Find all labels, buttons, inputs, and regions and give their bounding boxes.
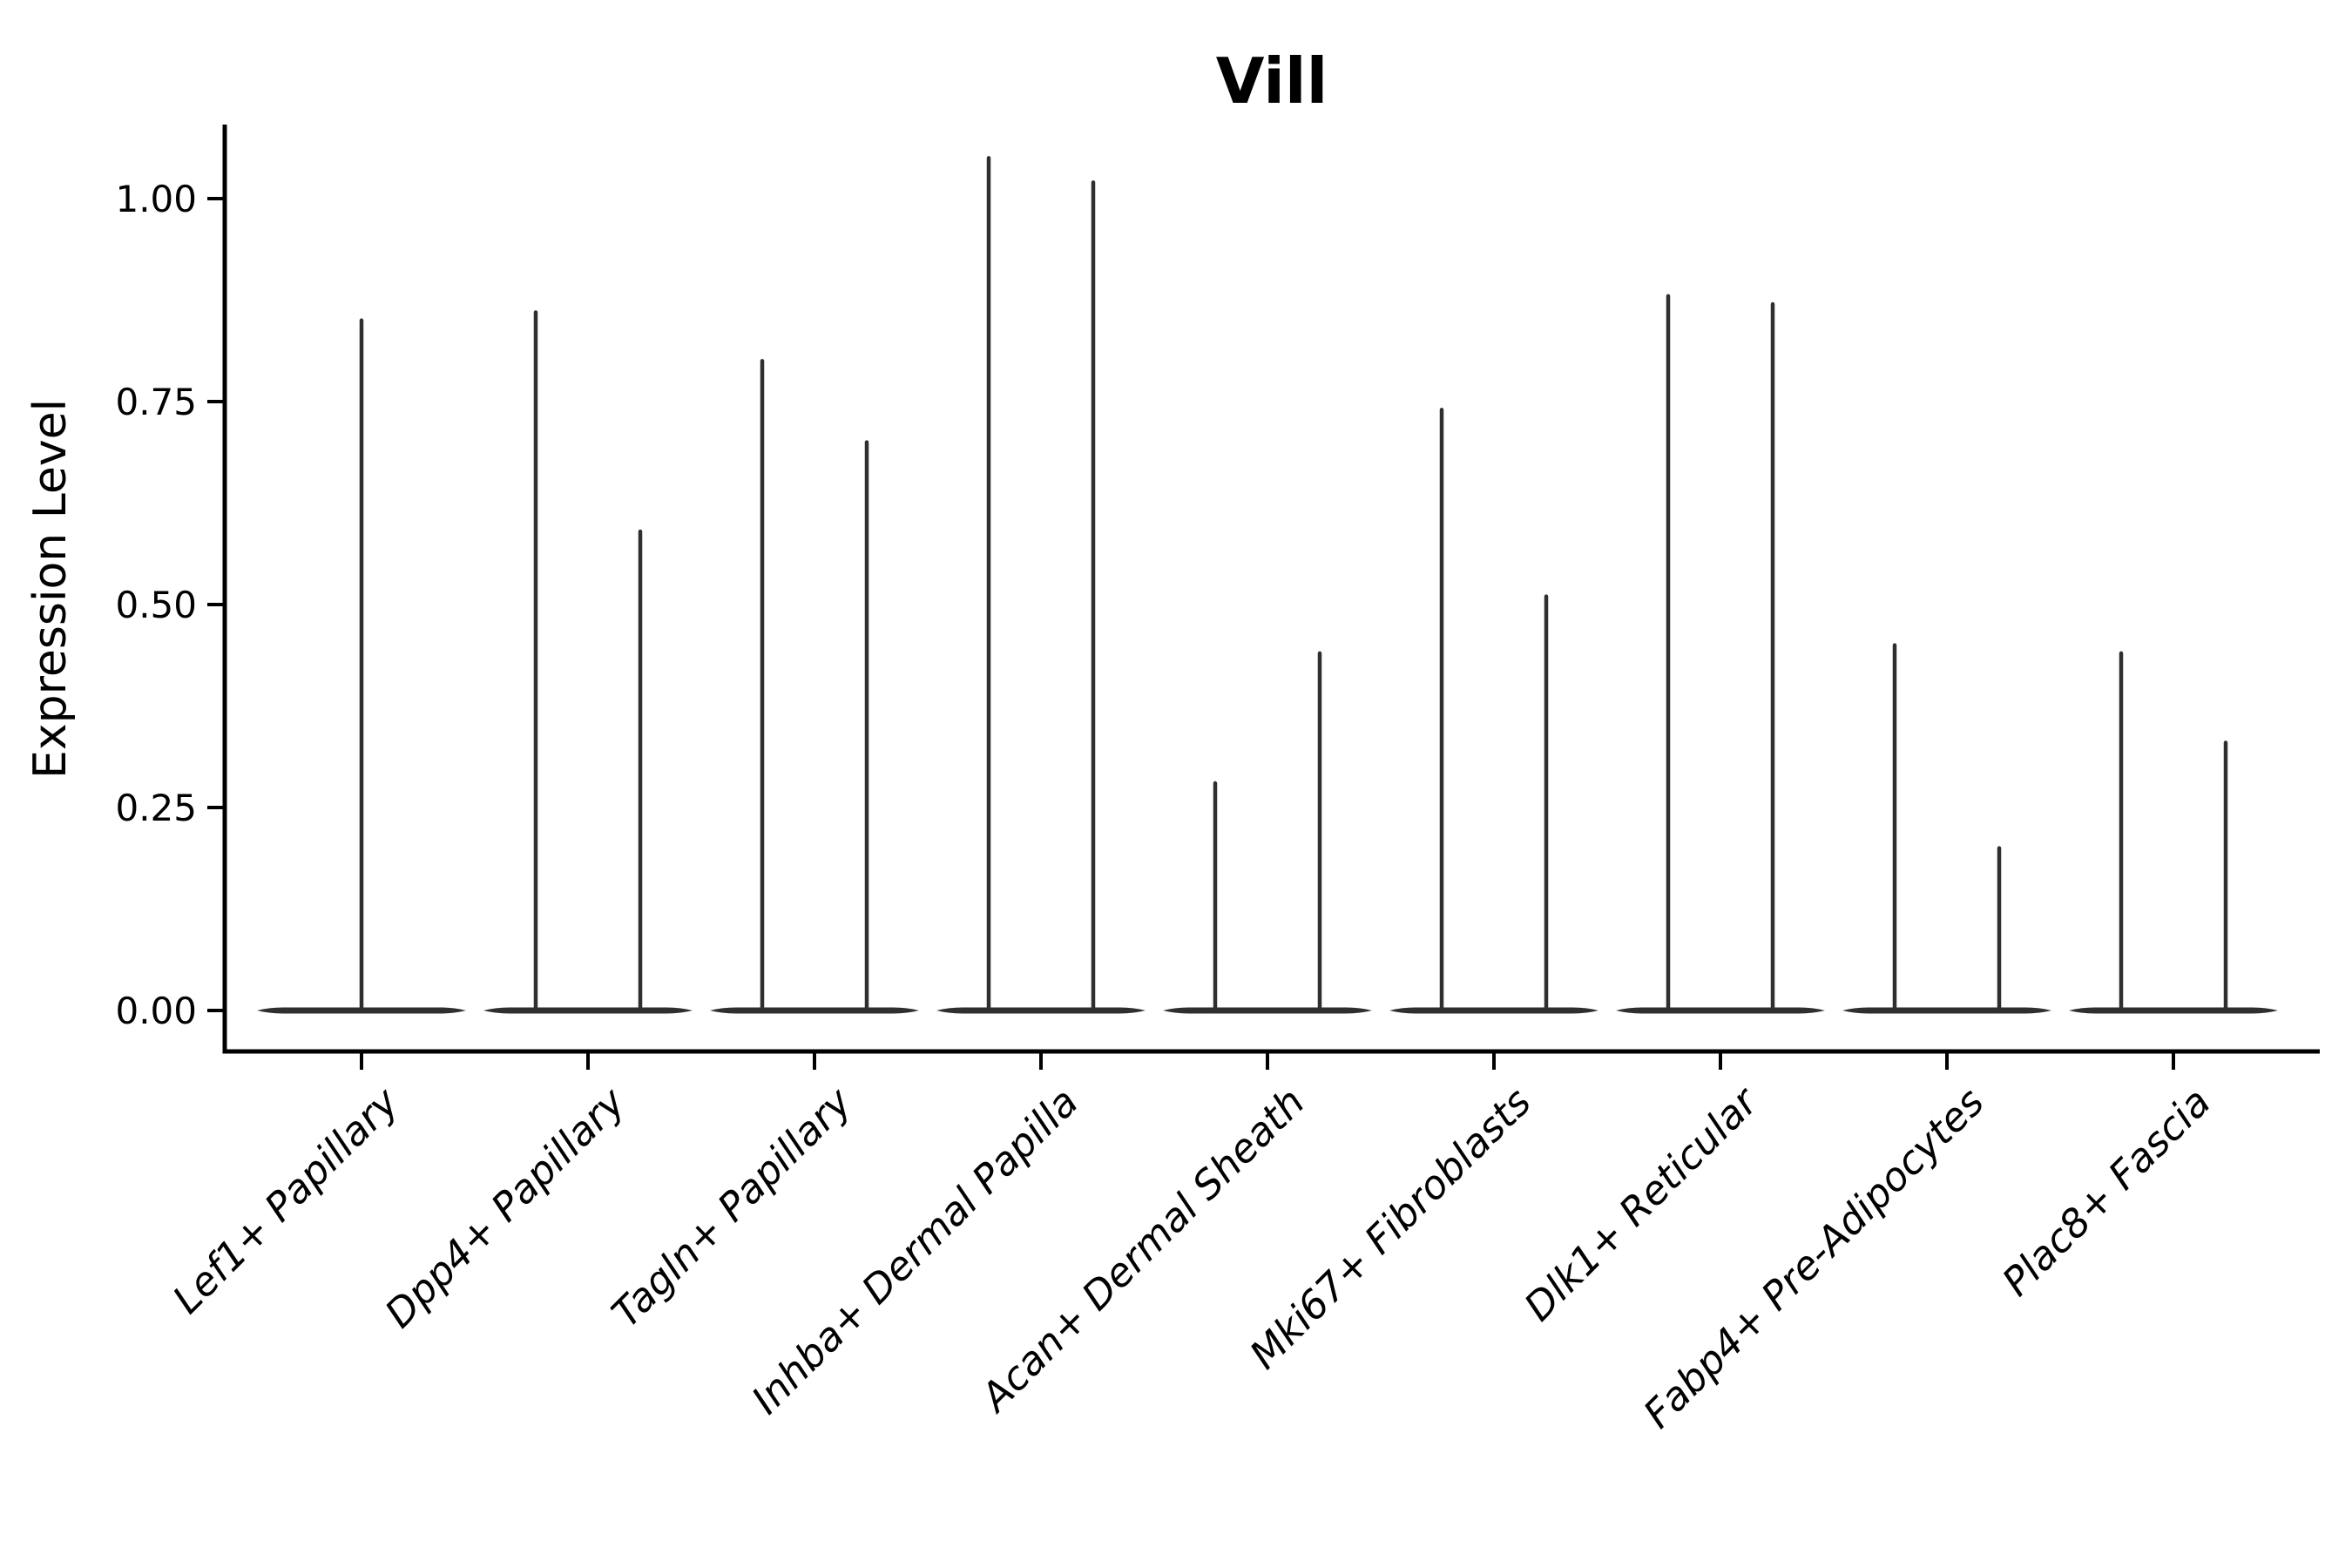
y-tick-label: 0.75 [115, 381, 197, 423]
violin-base [483, 1007, 693, 1014]
y-axis-label: Expression Level [24, 399, 77, 779]
violin-base [1389, 1007, 1598, 1014]
violin-base [1163, 1007, 1372, 1014]
violin-base [1616, 1007, 1825, 1014]
x-tick-label: Plac8+ Fascia [1993, 1078, 2220, 1305]
y-tick-label: 0.00 [115, 990, 197, 1032]
x-tick-label: Dlk1+ Reticular [1515, 1078, 1767, 1330]
violin-base [1842, 1007, 2051, 1014]
violins [257, 156, 2278, 1014]
y-tick-label: 0.50 [115, 584, 197, 626]
plot-title: Vill [1216, 44, 1328, 118]
y-axis-ticks: 0.00 0.25 0.50 0.75 1.00 [115, 178, 225, 1032]
x-tick-label: Lef1+ Papillary [164, 1078, 409, 1322]
violin-base [710, 1007, 919, 1014]
y-tick-label: 1.00 [115, 178, 197, 220]
y-tick-label: 0.25 [115, 787, 197, 829]
violin-base [2069, 1007, 2278, 1014]
violin-base [936, 1007, 1146, 1014]
x-tick-label: Tagln+ Papillary [603, 1078, 862, 1336]
x-tick-label: Dpp4+ Papillary [376, 1078, 635, 1336]
